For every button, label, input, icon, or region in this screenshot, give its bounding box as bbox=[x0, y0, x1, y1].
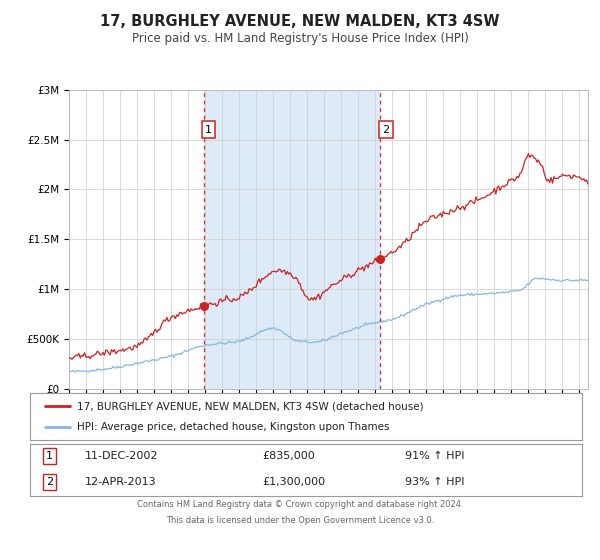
Text: 17, BURGHLEY AVENUE, NEW MALDEN, KT3 4SW: 17, BURGHLEY AVENUE, NEW MALDEN, KT3 4SW bbox=[100, 14, 500, 29]
Text: Price paid vs. HM Land Registry's House Price Index (HPI): Price paid vs. HM Land Registry's House … bbox=[131, 32, 469, 45]
Text: 93% ↑ HPI: 93% ↑ HPI bbox=[406, 477, 465, 487]
Text: 91% ↑ HPI: 91% ↑ HPI bbox=[406, 451, 465, 461]
Text: Contains HM Land Registry data © Crown copyright and database right 2024.: Contains HM Land Registry data © Crown c… bbox=[137, 500, 463, 509]
Text: 1: 1 bbox=[205, 124, 212, 134]
Text: 2: 2 bbox=[46, 477, 53, 487]
Text: £1,300,000: £1,300,000 bbox=[262, 477, 325, 487]
Text: This data is licensed under the Open Government Licence v3.0.: This data is licensed under the Open Gov… bbox=[166, 516, 434, 525]
Text: 12-APR-2013: 12-APR-2013 bbox=[85, 477, 157, 487]
Text: £835,000: £835,000 bbox=[262, 451, 314, 461]
Text: 11-DEC-2002: 11-DEC-2002 bbox=[85, 451, 158, 461]
Text: 2: 2 bbox=[382, 124, 389, 134]
Text: 1: 1 bbox=[46, 451, 53, 461]
Text: 17, BURGHLEY AVENUE, NEW MALDEN, KT3 4SW (detached house): 17, BURGHLEY AVENUE, NEW MALDEN, KT3 4SW… bbox=[77, 401, 424, 411]
Bar bbox=[204, 90, 380, 389]
Text: HPI: Average price, detached house, Kingston upon Thames: HPI: Average price, detached house, King… bbox=[77, 422, 389, 432]
